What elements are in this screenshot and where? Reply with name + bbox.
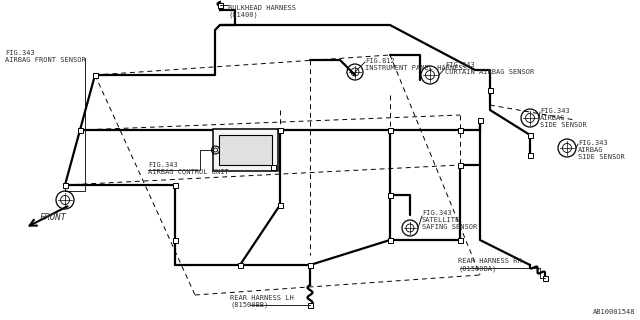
Text: REAR HARNESS RH
(81500BA): REAR HARNESS RH (81500BA): [458, 258, 522, 271]
Bar: [458, 237, 463, 243]
Bar: [387, 127, 392, 132]
Bar: [458, 163, 463, 167]
Bar: [527, 153, 532, 157]
Bar: [278, 203, 282, 207]
Bar: [218, 135, 271, 165]
Text: REAR HARNESS LH
(81500BB): REAR HARNESS LH (81500BB): [230, 295, 294, 308]
Text: FIG.343
CURTAIN AIRBAG SENSOR: FIG.343 CURTAIN AIRBAG SENSOR: [445, 62, 534, 75]
Text: FIG.343
AIRBAG
SIDE SENSOR: FIG.343 AIRBAG SIDE SENSOR: [578, 140, 625, 160]
Bar: [173, 182, 177, 188]
Bar: [387, 237, 392, 243]
Bar: [543, 276, 547, 281]
Text: FIG.343
AIRBAG
SIDE SENSOR: FIG.343 AIRBAG SIDE SENSOR: [540, 108, 587, 128]
Text: FIG.343
AIRBAG CONTROL UNIT: FIG.343 AIRBAG CONTROL UNIT: [148, 162, 228, 175]
Text: FIG.812
INSTRUMENT PANEL HARNESS: FIG.812 INSTRUMENT PANEL HARNESS: [365, 58, 467, 71]
Text: FIG.343
SATELLITE
SAFING SENSOR: FIG.343 SATELLITE SAFING SENSOR: [422, 210, 477, 230]
Bar: [93, 73, 97, 77]
Bar: [212, 129, 278, 171]
Bar: [488, 87, 493, 92]
Bar: [387, 193, 392, 197]
Bar: [63, 182, 67, 188]
Bar: [477, 117, 483, 123]
Bar: [271, 164, 276, 170]
Bar: [237, 262, 243, 268]
Bar: [218, 3, 223, 7]
Bar: [527, 132, 532, 138]
Text: FRONT: FRONT: [40, 213, 67, 222]
Bar: [77, 127, 83, 132]
Text: FIG.343
AIRBAG FRONT SENSOR: FIG.343 AIRBAG FRONT SENSOR: [5, 50, 86, 63]
Text: BULKHEAD HARNESS
(81400): BULKHEAD HARNESS (81400): [228, 5, 296, 19]
Bar: [458, 127, 463, 132]
Bar: [307, 302, 312, 308]
Text: AB10001548: AB10001548: [593, 309, 635, 315]
Bar: [173, 237, 177, 243]
Bar: [307, 262, 312, 268]
Bar: [278, 127, 282, 132]
